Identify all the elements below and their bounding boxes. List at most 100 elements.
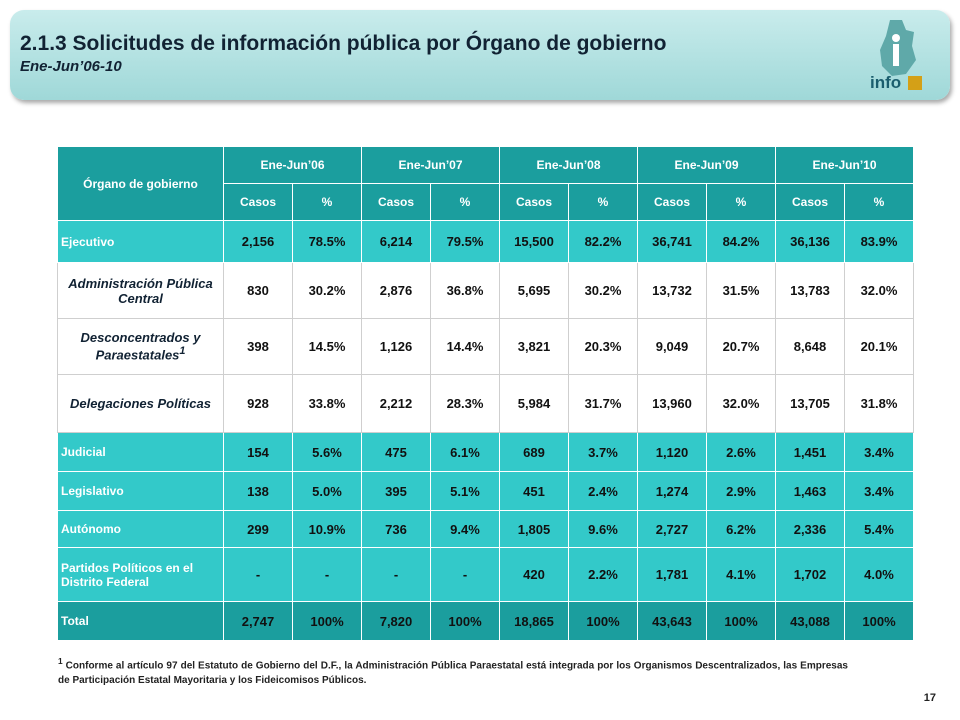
cell: 2.6% [706, 432, 776, 472]
cell: 398 [223, 318, 293, 375]
data-table: Órgano de gobierno Ene-Jun’06 Ene-Jun’07 En… [57, 146, 914, 641]
row-label: Judicial [57, 432, 224, 472]
cell: 928 [223, 374, 293, 433]
cell: 4.0% [844, 547, 914, 602]
footnote: 1 Conforme al artículo 97 del Estatuto d… [58, 654, 848, 688]
footnote-mark: 1 [58, 656, 63, 666]
period-header: Ene-Jun’06 [223, 146, 362, 184]
cell: 20.3% [568, 318, 638, 375]
cell: 736 [361, 510, 431, 548]
cell: 28.3% [430, 374, 500, 433]
cell: 138 [223, 471, 293, 511]
row-label: Delegaciones Políticas [57, 374, 224, 433]
cell: 9.6% [568, 510, 638, 548]
subheader-row: Casos% Casos% Casos% Casos% Casos% [58, 183, 914, 221]
cell: 31.8% [844, 374, 914, 433]
cell: 2,727 [637, 510, 707, 548]
cell: 1,274 [637, 471, 707, 511]
row-label-text: Total [61, 614, 89, 628]
subheader: Casos [775, 183, 845, 221]
cell: 31.7% [568, 374, 638, 433]
cell: - [292, 547, 362, 602]
cell: 31.5% [706, 262, 776, 319]
page-number: 17 [923, 692, 936, 704]
table-row: Total 2,747 100% 7,820 100% 18,865 100% 43,643 1… [57, 601, 914, 641]
corner-header: Órgano de gobierno [57, 146, 224, 221]
table-row: Judicial 154 5.6% 475 6.1% 689 3.7% 1,120 2.6% 1,… [57, 432, 914, 472]
subheader: Casos [223, 183, 293, 221]
cell: 1,702 [775, 547, 845, 602]
cell: 6.2% [706, 510, 776, 548]
cell: 82.2% [568, 220, 638, 263]
cell: 30.2% [568, 262, 638, 319]
cell: 5.4% [844, 510, 914, 548]
cell: 43,643 [637, 601, 707, 641]
cell: 2,876 [361, 262, 431, 319]
subheader: % [430, 183, 500, 221]
cell: 3,821 [499, 318, 569, 375]
row-label-text: Desconcentrados y Paraestatales [80, 330, 201, 363]
cell: 2,212 [361, 374, 431, 433]
cell: 395 [361, 471, 431, 511]
cell: 14.4% [430, 318, 500, 375]
cell: 30.2% [292, 262, 362, 319]
cell: 6.1% [430, 432, 500, 472]
cell: 10.9% [292, 510, 362, 548]
cell: 20.7% [706, 318, 776, 375]
cell: 1,463 [775, 471, 845, 511]
cell: 2,747 [223, 601, 293, 641]
title: 2.1.3 Solicitudes de información pública… [20, 32, 667, 55]
logo-text: info [870, 73, 901, 92]
table-row: Delegaciones Políticas 928 33.8% 2,212 28.3%… [57, 374, 914, 433]
cell: 154 [223, 432, 293, 472]
row-label: Administración Pública Central [57, 262, 224, 319]
cell: 6,214 [361, 220, 431, 263]
cell: - [361, 547, 431, 602]
table-row: Desconcentrados y Paraestatales1 398 14.5%… [57, 318, 914, 375]
cell: 451 [499, 471, 569, 511]
row-label-text: Delegaciones Políticas [70, 396, 211, 411]
row-label-text: Judicial [61, 445, 106, 459]
cell: 78.5% [292, 220, 362, 263]
cell: 15,500 [499, 220, 569, 263]
cell: 3.7% [568, 432, 638, 472]
cell: 3.4% [844, 471, 914, 511]
cell: 32.0% [844, 262, 914, 319]
cell: 14.5% [292, 318, 362, 375]
cell: 1,781 [637, 547, 707, 602]
cell: 2.4% [568, 471, 638, 511]
cell: 1,805 [499, 510, 569, 548]
cell: 2.2% [568, 547, 638, 602]
cell: 100% [568, 601, 638, 641]
period-header: Ene-Jun’10 [775, 146, 914, 184]
cell: 9,049 [637, 318, 707, 375]
subtitle: Ene-Jun’06-10 [20, 58, 122, 75]
cell: 475 [361, 432, 431, 472]
cell: 13,705 [775, 374, 845, 433]
cell: 84.2% [706, 220, 776, 263]
cell: 1,120 [637, 432, 707, 472]
period-header: Ene-Jun’08 [499, 146, 638, 184]
row-label: Legislativo [57, 471, 224, 511]
cell: - [223, 547, 293, 602]
subheader: % [292, 183, 362, 221]
logo-dot [892, 34, 900, 42]
cell: 2.9% [706, 471, 776, 511]
cell: - [430, 547, 500, 602]
period-header: Ene-Jun’09 [637, 146, 776, 184]
row-label-text: Autónomo [61, 522, 121, 536]
subheader: % [844, 183, 914, 221]
cell: 5,984 [499, 374, 569, 433]
cell: 1,451 [775, 432, 845, 472]
row-label-text: Administración Pública Central [68, 275, 213, 306]
cell: 100% [844, 601, 914, 641]
cell: 299 [223, 510, 293, 548]
cell: 100% [706, 601, 776, 641]
cell: 5.0% [292, 471, 362, 511]
table-row: Administración Pública Central 830 30.2% 2,… [57, 262, 914, 319]
cell: 13,732 [637, 262, 707, 319]
cell: 420 [499, 547, 569, 602]
header-row: Órgano de gobierno Ene-Jun’06 Ene-Jun’07 En… [57, 146, 914, 221]
cell: 5,695 [499, 262, 569, 319]
